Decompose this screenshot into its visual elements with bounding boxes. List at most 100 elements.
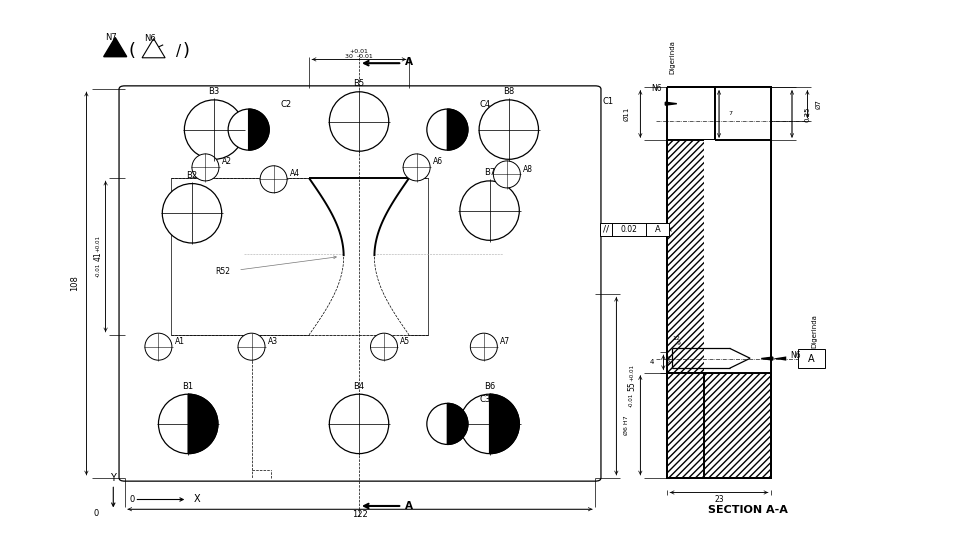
Text: B1: B1 [182,382,194,390]
Text: ): ) [182,42,190,60]
Polygon shape [773,356,786,361]
Text: 23: 23 [714,495,724,504]
Text: Ø11: Ø11 [624,107,630,121]
Text: N6: N6 [651,84,661,93]
Text: 55: 55 [627,381,636,391]
Text: (: ( [129,42,136,60]
Ellipse shape [260,166,287,193]
Text: 30  -0.01: 30 -0.01 [346,53,372,59]
Text: 0.02: 0.02 [621,225,637,234]
Ellipse shape [329,394,389,454]
Text: 4: 4 [650,359,654,366]
Text: A2: A2 [222,158,231,166]
Ellipse shape [158,394,218,454]
Ellipse shape [329,92,389,151]
Text: A6: A6 [433,158,443,166]
Text: M4: M4 [667,354,673,363]
Text: B7: B7 [484,168,495,177]
Text: 12: 12 [672,336,680,341]
Text: B3: B3 [208,87,220,96]
Bar [600,223,669,236]
Text: C4: C4 [480,100,491,109]
Text: N7: N7 [106,33,117,42]
Text: 9: 9 [677,341,681,347]
Text: B5: B5 [353,79,365,88]
Text: SECTION A-A: SECTION A-A [708,505,788,515]
Text: C3: C3 [480,395,491,403]
Ellipse shape [228,109,269,150]
Ellipse shape [192,154,219,181]
Text: +0.01: +0.01 [95,234,101,252]
Text: A4: A4 [290,170,300,178]
Text: 41: 41 [93,252,103,261]
Text: B4: B4 [353,382,365,390]
Bar [798,349,825,368]
Text: A7: A7 [500,337,510,346]
Polygon shape [761,357,773,360]
Text: -0.01: -0.01 [629,393,635,407]
Polygon shape [490,394,519,454]
Bar [704,140,771,373]
Polygon shape [142,38,165,58]
Ellipse shape [460,394,519,454]
Polygon shape [309,178,409,335]
Polygon shape [249,109,269,150]
Polygon shape [447,109,468,150]
Text: //: // [603,225,609,234]
Polygon shape [667,87,771,140]
Polygon shape [447,403,468,444]
Ellipse shape [427,109,468,150]
Text: N6: N6 [144,35,156,43]
Text: A1: A1 [175,337,184,346]
Polygon shape [667,140,771,373]
Polygon shape [104,37,127,57]
Text: Y: Y [110,473,116,483]
Ellipse shape [403,154,430,181]
Ellipse shape [145,333,172,360]
Ellipse shape [184,100,244,159]
Text: 0: 0 [93,509,99,517]
Text: 0: 0 [130,495,134,504]
Text: C2: C2 [281,100,292,109]
Text: R52: R52 [215,267,230,275]
Bar [171,178,428,335]
Ellipse shape [238,333,265,360]
Ellipse shape [162,184,222,243]
Text: B2: B2 [186,171,198,180]
Ellipse shape [460,181,519,240]
Text: X: X [194,495,200,504]
Text: A3: A3 [268,337,277,346]
Bar [715,87,771,140]
Text: 7: 7 [729,111,732,117]
Text: 0.25: 0.25 [804,106,810,122]
Polygon shape [188,394,218,454]
Text: C1: C1 [603,97,614,106]
Text: N6: N6 [790,352,801,360]
FancyBboxPatch shape [119,86,601,481]
Polygon shape [667,87,771,140]
Polygon shape [665,102,677,105]
Polygon shape [667,373,771,478]
Text: 108: 108 [70,275,80,292]
Ellipse shape [427,403,468,444]
Text: Ø6 H7: Ø6 H7 [624,415,630,435]
Text: A: A [808,354,814,363]
Text: B8: B8 [503,87,515,96]
Text: Digerinda: Digerinda [669,40,675,74]
Text: A: A [405,501,413,511]
Text: Ø7: Ø7 [816,99,822,109]
Text: -0.01: -0.01 [95,263,101,277]
Polygon shape [667,140,771,373]
Text: +0.01: +0.01 [629,364,635,381]
Text: 122: 122 [352,510,368,519]
Text: +0.01: +0.01 [349,49,369,55]
Ellipse shape [493,161,520,188]
Polygon shape [667,373,771,478]
Ellipse shape [470,333,497,360]
Text: A: A [655,225,660,234]
Text: /: / [176,44,181,59]
Text: A5: A5 [400,337,410,346]
Text: Digerinda: Digerinda [811,314,817,348]
Text: A: A [405,57,413,67]
Text: B6: B6 [484,382,495,390]
